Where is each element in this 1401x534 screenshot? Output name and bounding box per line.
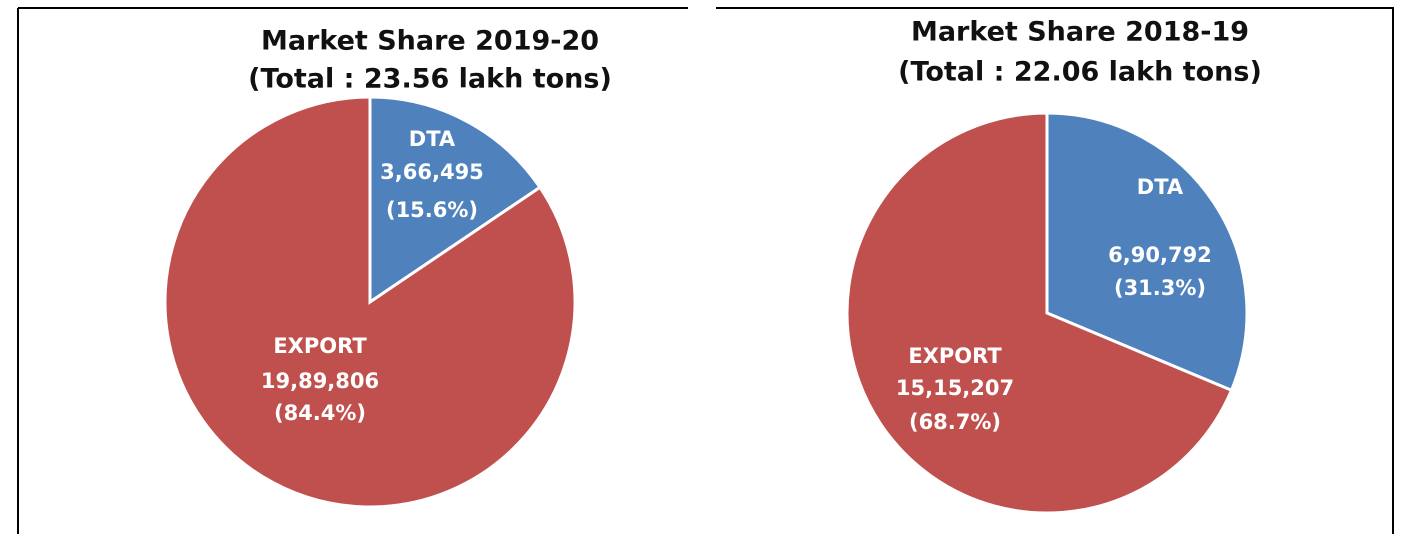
slice-percent: (68.7%) [909, 410, 1001, 434]
slice-value: 6,90,792 [1108, 243, 1212, 267]
slice-name: DTA [409, 127, 456, 151]
slice-name: EXPORT [273, 334, 367, 358]
slice-percent: (31.3%) [1114, 276, 1206, 300]
slice-value: 3,66,495 [380, 160, 484, 184]
chart-title: Market Share 2018-19 [911, 17, 1249, 48]
slice-name: EXPORT [908, 344, 1002, 368]
chart-subtitle: (Total : 22.06 lakh tons) [898, 57, 1262, 88]
pie-slice [845, 111, 1234, 515]
slice-value: 15,15,207 [896, 376, 1014, 400]
chart-title: Market Share 2019-20 [261, 26, 599, 57]
pie-slice [163, 95, 577, 509]
chart-subtitle: (Total : 23.56 lakh tons) [248, 64, 612, 95]
slice-percent: (84.4%) [274, 401, 366, 425]
slice-name: DTA [1137, 175, 1184, 199]
slice-value: 19,89,806 [261, 369, 379, 393]
pie-slice [1045, 111, 1249, 393]
pie-slice [368, 95, 543, 305]
slice-percent: (15.6%) [386, 198, 478, 222]
